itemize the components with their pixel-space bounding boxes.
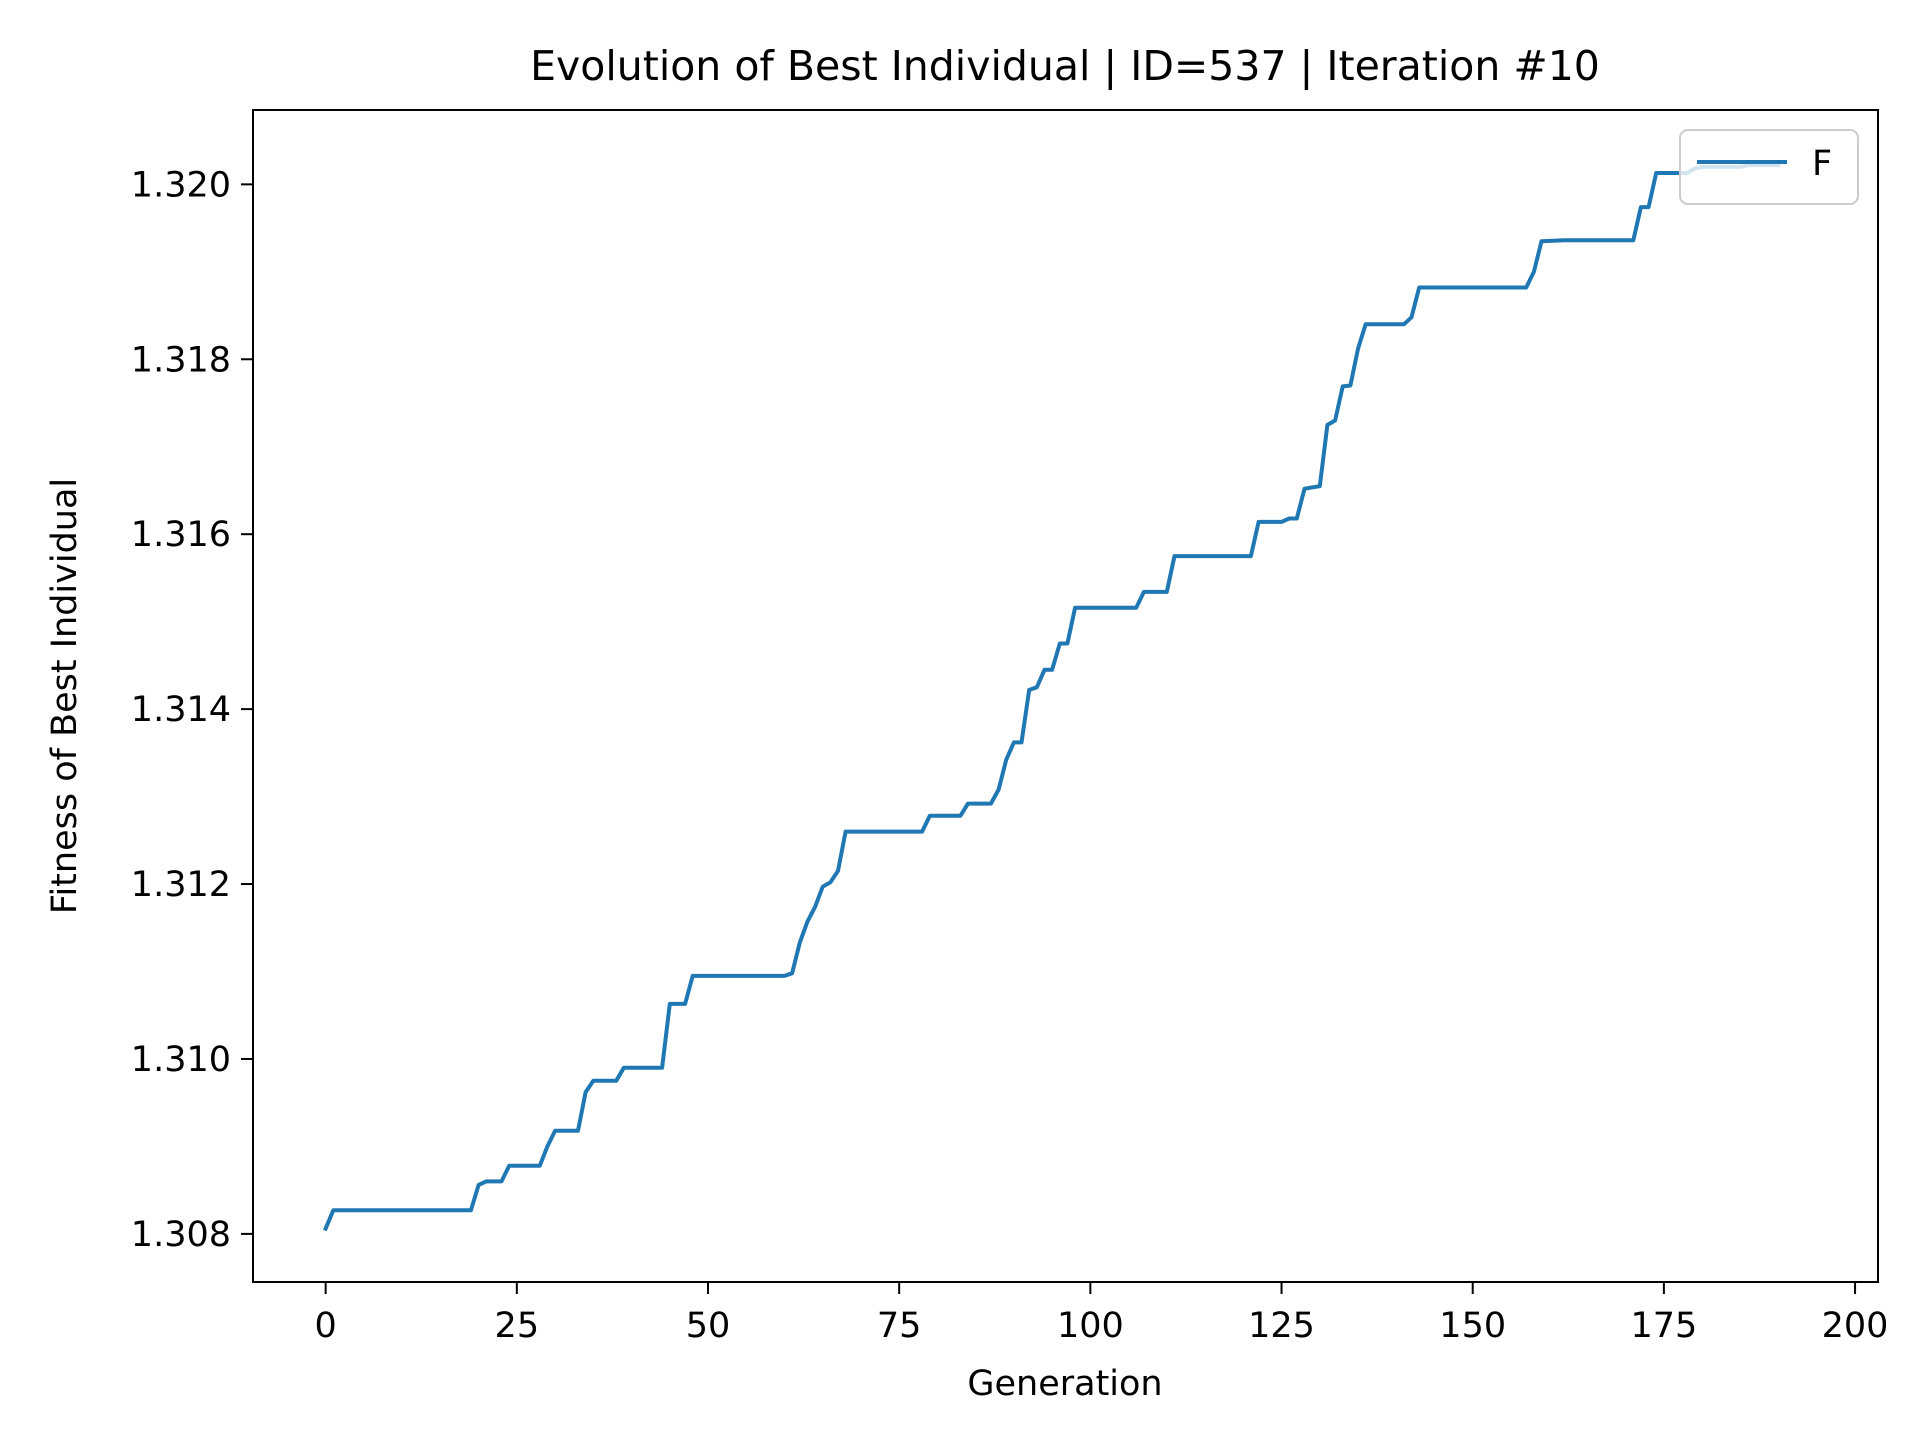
y-tick-label: 1.318 [131,340,231,380]
y-tick-label: 1.310 [131,1040,231,1080]
y-tick-label: 1.314 [131,690,231,730]
x-tick-label: 175 [1630,1306,1697,1346]
y-tick-label: 1.312 [131,865,231,905]
y-tick-label: 1.320 [131,165,231,205]
axes-frame [252,109,1879,1283]
x-axis: 0 25 50 75 100 125 150 175 200 [315,1282,1889,1346]
x-tick-label: 75 [877,1306,922,1346]
x-tick-label: 200 [1822,1306,1889,1346]
y-axis: 1.308 1.310 1.312 1.314 1.316 1.318 1.320 [131,165,253,1255]
legend-box [1679,129,1859,205]
y-axis-label: Fitness of Best Individual [45,478,85,914]
x-tick-label: 150 [1439,1306,1506,1346]
series-line-f [322,163,1781,1232]
x-tick-label: 50 [686,1306,731,1346]
legend-label-f: F [1812,144,1832,184]
x-tick-label: 25 [495,1306,540,1346]
y-tick-label: 1.316 [131,515,231,555]
plot-area [252,109,1879,1283]
series-layer [322,163,1781,1232]
legend: F [1679,129,1859,205]
x-axis-label: Generation [967,1364,1162,1404]
x-tick-label: 100 [1057,1306,1124,1346]
chart-title: Evolution of Best Individual | ID=537 | … [530,42,1600,90]
x-tick-label: 125 [1248,1306,1315,1346]
y-tick-label: 1.308 [131,1215,231,1255]
x-tick-label: 0 [315,1306,337,1346]
